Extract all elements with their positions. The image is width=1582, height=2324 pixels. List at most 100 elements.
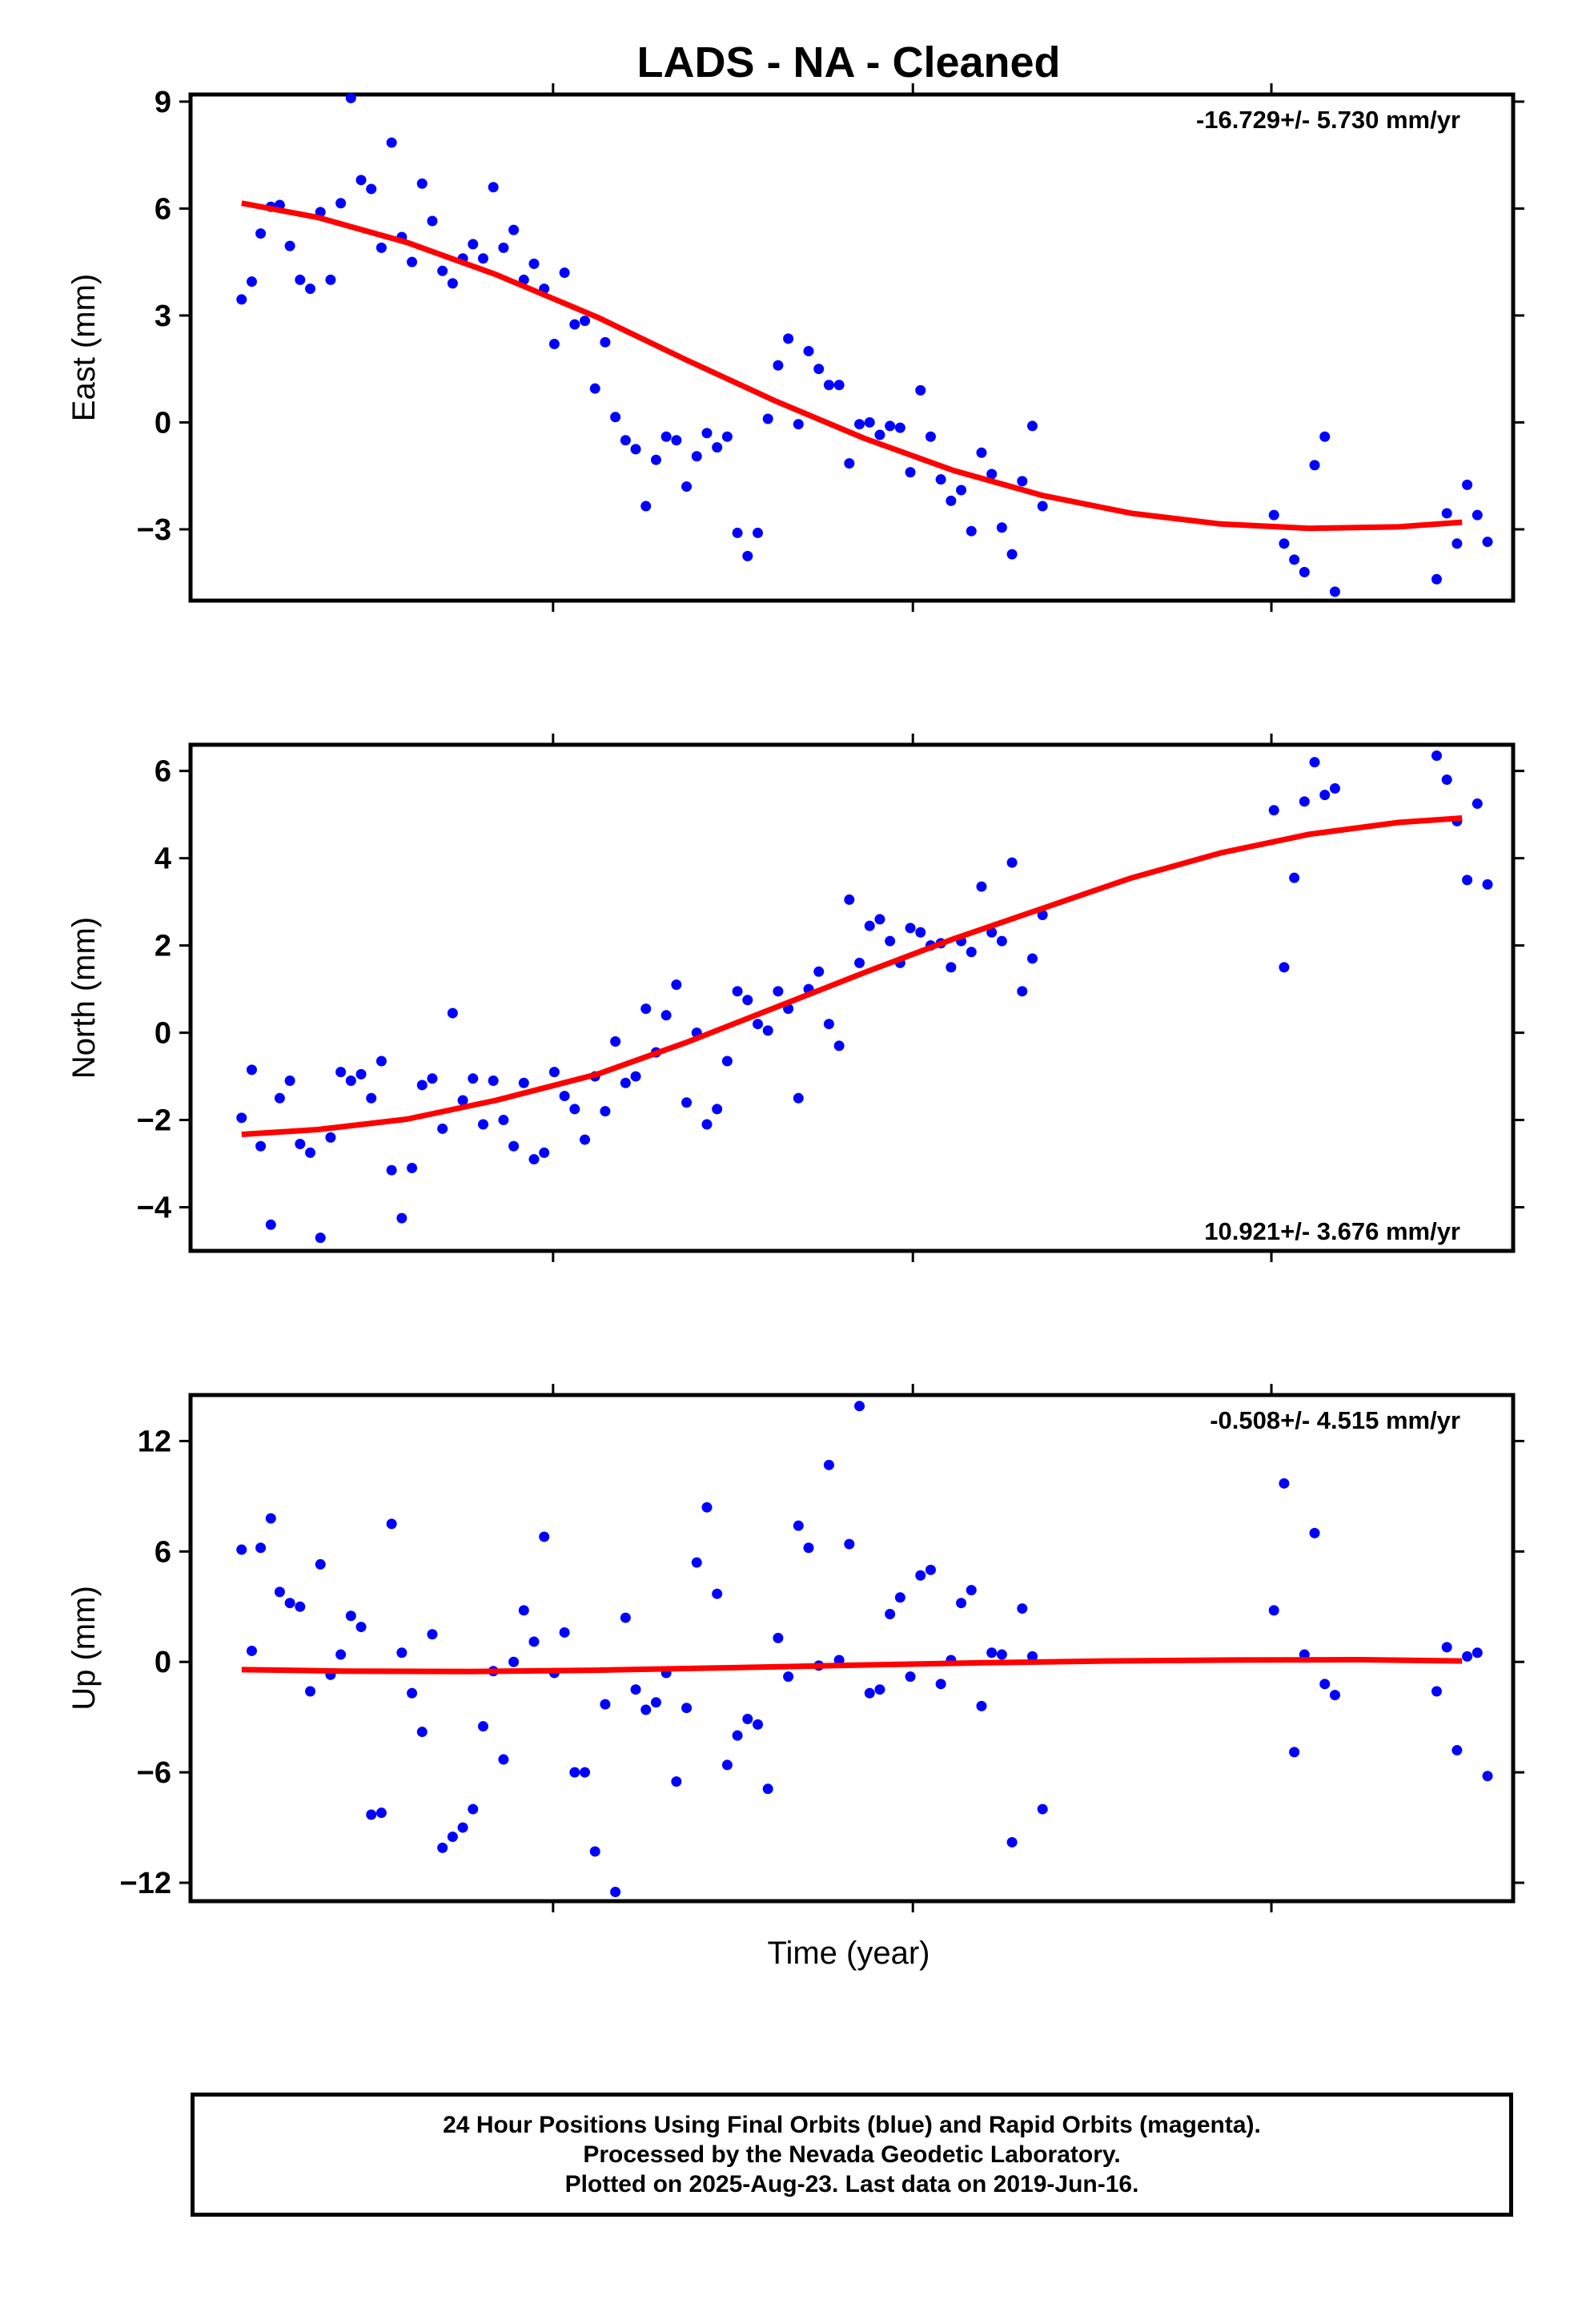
data-point-east bbox=[966, 525, 977, 537]
y-axis-label-north: North (mm) bbox=[66, 917, 102, 1079]
data-point-up bbox=[407, 1687, 418, 1699]
y-tick-label-north: 4 bbox=[155, 842, 171, 876]
data-point-up bbox=[295, 1601, 306, 1612]
data-point-north bbox=[671, 979, 682, 991]
data-point-east bbox=[783, 333, 794, 344]
data-point-up bbox=[1329, 1690, 1340, 1701]
data-point-east bbox=[803, 345, 814, 356]
data-point-up bbox=[457, 1822, 468, 1833]
data-point-north bbox=[864, 920, 875, 931]
data-point-up bbox=[508, 1656, 520, 1667]
data-point-east bbox=[1452, 538, 1463, 549]
data-point-east bbox=[813, 364, 825, 375]
data-point-north bbox=[1026, 953, 1038, 964]
data-point-east bbox=[885, 420, 896, 432]
data-point-up bbox=[1006, 1836, 1018, 1848]
data-point-north bbox=[427, 1073, 438, 1084]
data-point-up bbox=[1037, 1803, 1048, 1815]
data-point-east bbox=[620, 435, 631, 446]
data-point-east bbox=[508, 224, 520, 235]
data-point-up bbox=[386, 1518, 397, 1530]
data-point-east bbox=[1006, 549, 1018, 560]
data-point-east bbox=[355, 175, 367, 186]
data-point-north bbox=[885, 935, 896, 947]
data-point-up bbox=[1268, 1605, 1279, 1616]
data-point-up bbox=[620, 1612, 631, 1623]
data-point-east bbox=[732, 527, 743, 538]
data-point-east bbox=[477, 253, 488, 264]
data-point-east bbox=[1037, 501, 1048, 512]
data-point-north bbox=[813, 966, 825, 977]
data-point-east bbox=[823, 380, 834, 391]
data-point-up bbox=[569, 1767, 580, 1778]
fit-line-north bbox=[241, 815, 1463, 1137]
data-point-north bbox=[386, 1164, 397, 1176]
rate-annotation-east: -16.729+/- 5.730 mm/yr bbox=[1196, 106, 1460, 134]
data-point-up bbox=[691, 1557, 702, 1568]
data-point-up bbox=[681, 1703, 693, 1714]
data-point-north bbox=[976, 881, 987, 892]
data-point-east bbox=[1431, 573, 1442, 585]
data-point-north bbox=[559, 1091, 570, 1102]
fit-line-up bbox=[241, 1657, 1463, 1675]
data-point-east bbox=[1026, 420, 1038, 432]
data-point-north bbox=[548, 1067, 560, 1078]
data-point-north bbox=[915, 927, 926, 938]
rate-annotation-north: 10.921+/- 3.676 mm/yr bbox=[1204, 1217, 1460, 1245]
footer-line-3: Plotted on 2025-Aug-23. Last data on 201… bbox=[564, 2171, 1139, 2197]
data-point-up bbox=[925, 1564, 936, 1575]
data-point-up bbox=[427, 1629, 438, 1640]
data-point-up bbox=[986, 1647, 998, 1659]
data-point-east bbox=[416, 178, 428, 189]
data-point-up bbox=[905, 1671, 916, 1683]
data-point-up bbox=[864, 1687, 875, 1699]
data-point-north bbox=[630, 1071, 641, 1082]
data-point-north bbox=[1441, 774, 1452, 786]
data-point-north bbox=[274, 1092, 285, 1104]
y-axis-label-east: East (mm) bbox=[66, 274, 102, 421]
data-point-up bbox=[783, 1671, 794, 1683]
data-point-east bbox=[712, 442, 723, 453]
y-tick-label-up: −12 bbox=[120, 1867, 171, 1900]
data-point-up bbox=[640, 1704, 652, 1715]
y-tick-label-east: −3 bbox=[137, 513, 171, 547]
y-tick-label-up: 6 bbox=[155, 1535, 171, 1569]
data-point-up bbox=[284, 1598, 295, 1609]
plot-frame-up bbox=[188, 1393, 1516, 1904]
data-point-east bbox=[468, 239, 479, 250]
data-point-up bbox=[1462, 1651, 1473, 1662]
data-point-up bbox=[1441, 1642, 1452, 1653]
data-point-up bbox=[437, 1842, 448, 1853]
data-point-north bbox=[1431, 750, 1442, 762]
data-point-east bbox=[905, 467, 916, 478]
data-point-up bbox=[752, 1719, 763, 1730]
data-point-up bbox=[396, 1647, 408, 1659]
data-point-up bbox=[477, 1721, 488, 1732]
data-point-north bbox=[1309, 757, 1320, 768]
data-point-east bbox=[246, 276, 257, 287]
data-point-north bbox=[508, 1140, 520, 1152]
data-point-up bbox=[823, 1459, 834, 1470]
data-point-east bbox=[1289, 554, 1300, 565]
data-point-north bbox=[905, 923, 916, 934]
data-point-north bbox=[580, 1134, 591, 1145]
data-point-east bbox=[762, 413, 773, 424]
data-point-east bbox=[773, 360, 784, 371]
data-point-north bbox=[528, 1154, 540, 1165]
data-point-north bbox=[396, 1212, 408, 1224]
data-point-north bbox=[1472, 798, 1483, 810]
plot-frame-north bbox=[188, 742, 1516, 1253]
data-point-up bbox=[1309, 1527, 1320, 1538]
data-point-north bbox=[407, 1162, 418, 1173]
y-tick-label-east: 9 bbox=[155, 86, 171, 119]
data-point-north bbox=[437, 1123, 448, 1134]
data-point-north bbox=[457, 1095, 468, 1106]
data-point-north bbox=[773, 986, 784, 997]
data-point-up bbox=[345, 1610, 356, 1622]
data-point-east bbox=[925, 431, 936, 442]
data-point-up bbox=[1472, 1647, 1483, 1659]
data-point-up bbox=[630, 1684, 641, 1695]
data-point-north bbox=[640, 1003, 652, 1015]
y-tick-label-east: 6 bbox=[155, 192, 171, 226]
data-point-up bbox=[742, 1713, 753, 1724]
